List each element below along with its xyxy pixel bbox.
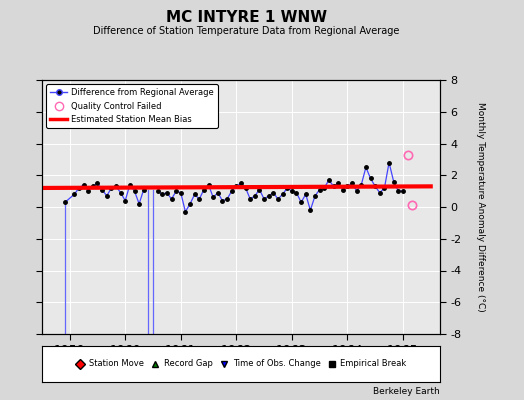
Y-axis label: Monthly Temperature Anomaly Difference (°C): Monthly Temperature Anomaly Difference (… [476, 102, 485, 312]
Legend: Station Move, Record Gap, Time of Obs. Change, Empirical Break: Station Move, Record Gap, Time of Obs. C… [72, 356, 410, 372]
Text: Difference of Station Temperature Data from Regional Average: Difference of Station Temperature Data f… [93, 26, 399, 36]
Text: Berkeley Earth: Berkeley Earth [374, 387, 440, 396]
Text: MC INTYRE 1 WNW: MC INTYRE 1 WNW [166, 10, 327, 25]
Legend: Difference from Regional Average, Quality Control Failed, Estimated Station Mean: Difference from Regional Average, Qualit… [46, 84, 218, 128]
